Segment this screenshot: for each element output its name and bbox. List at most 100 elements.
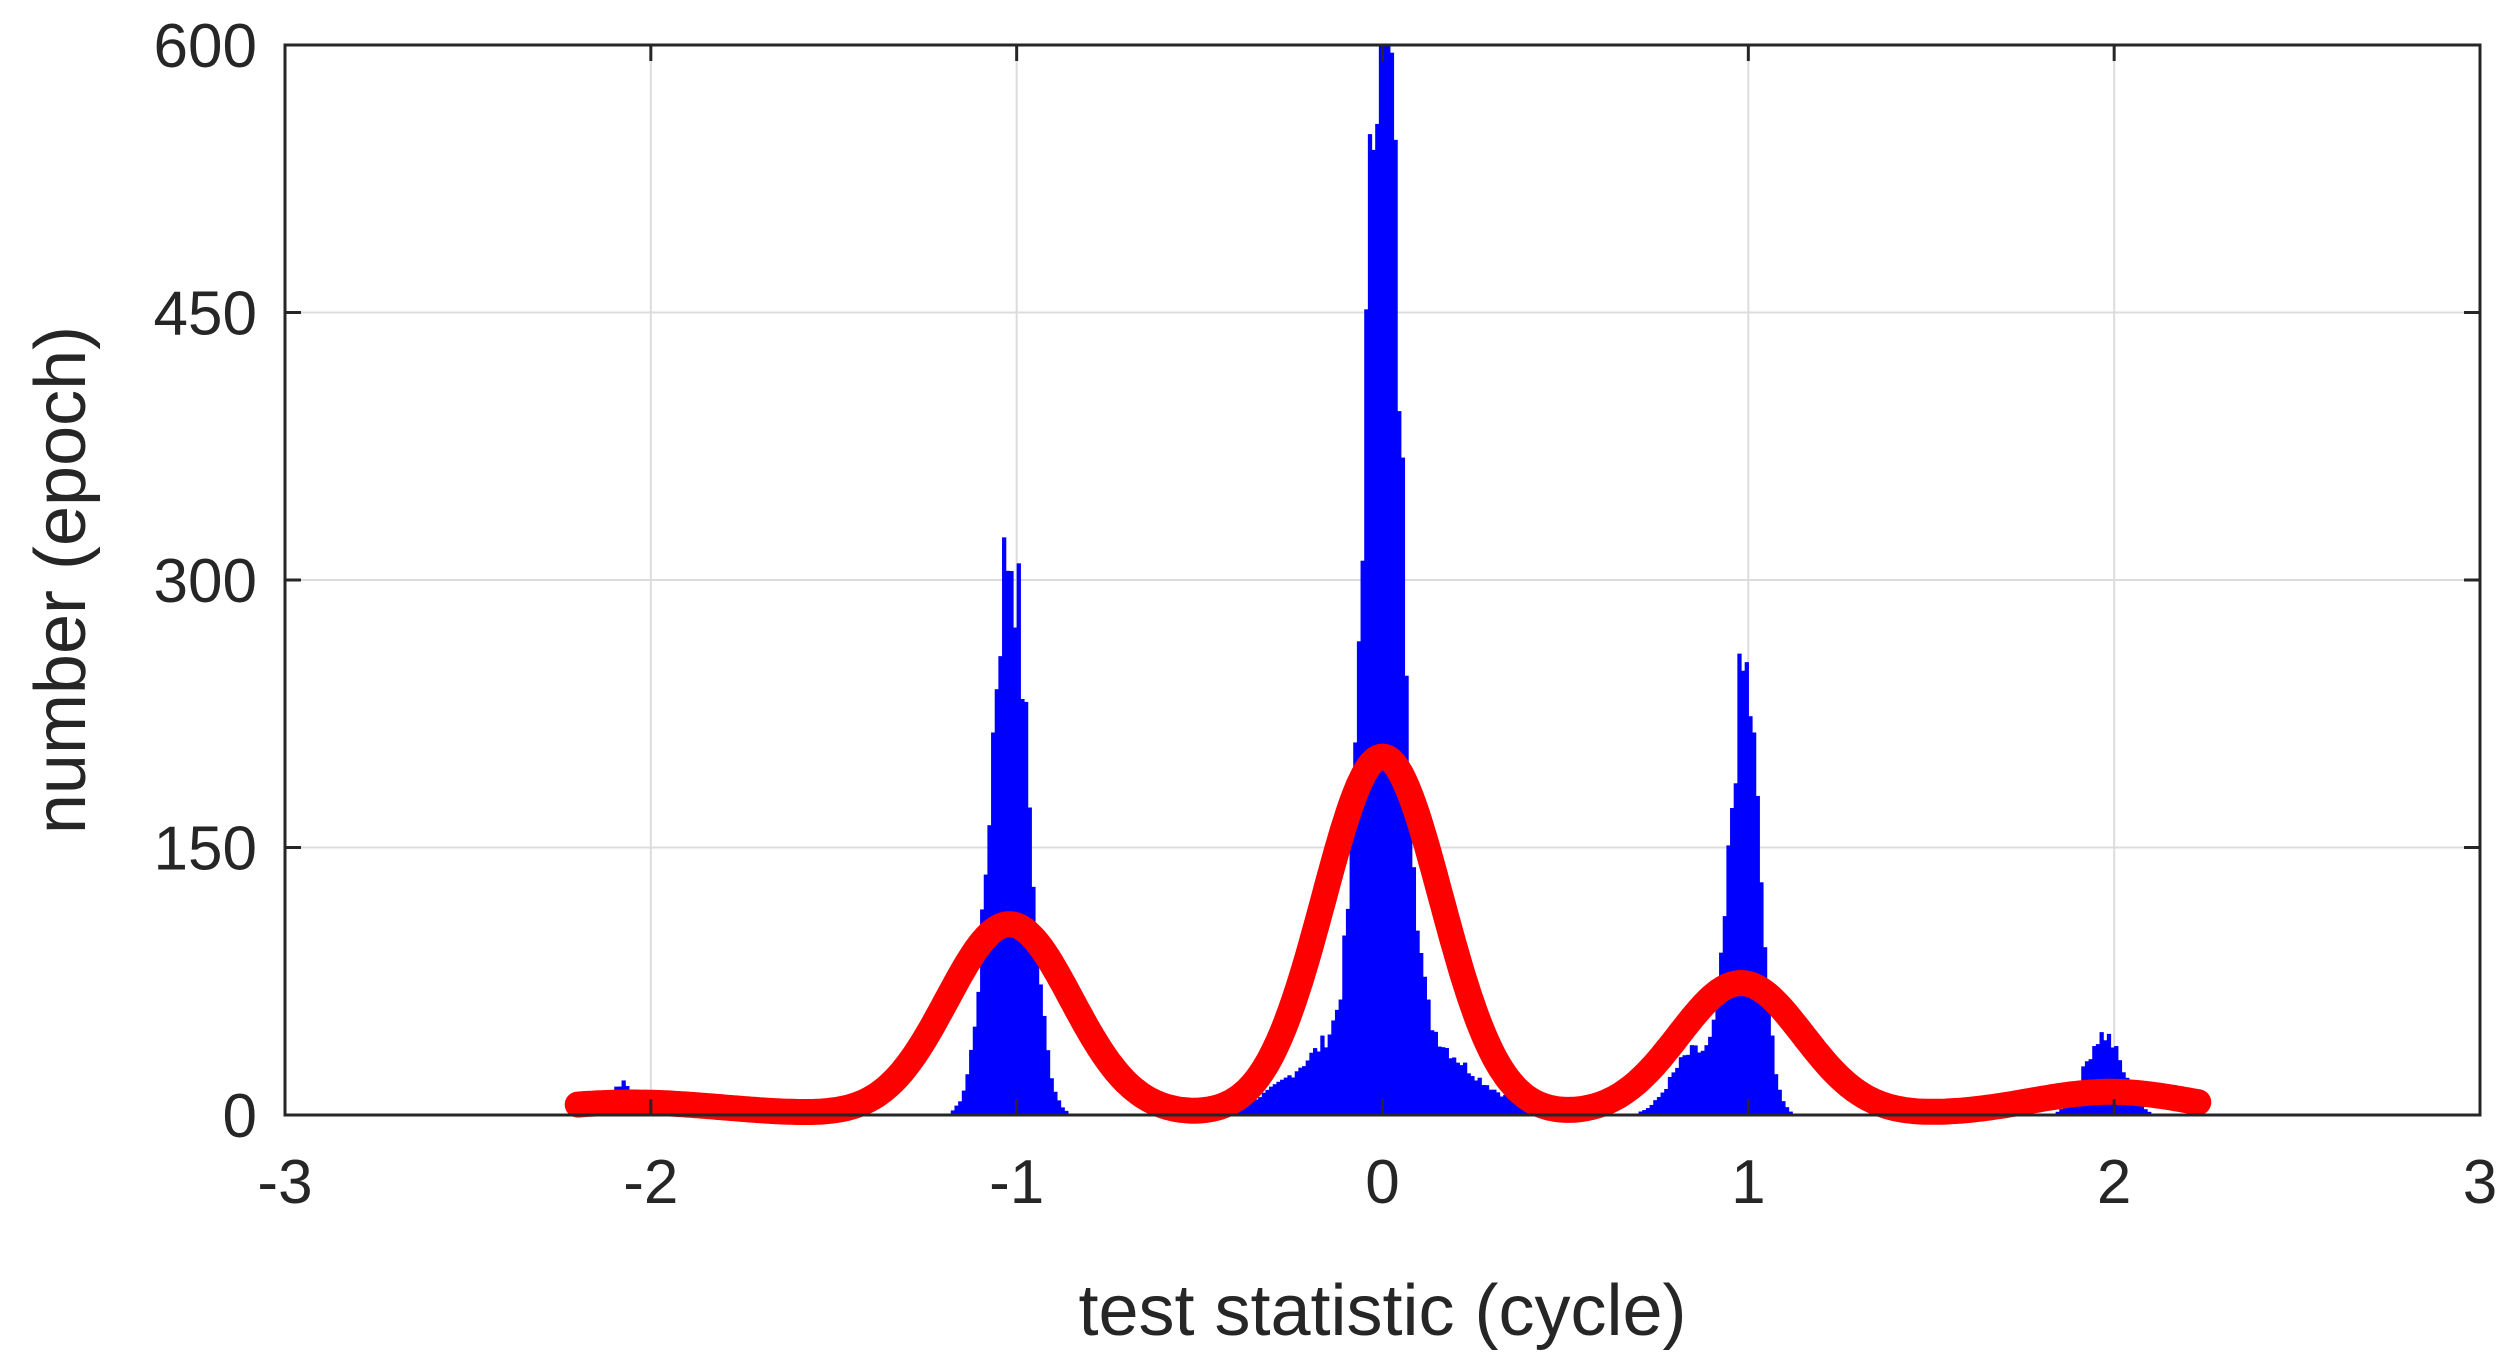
histogram-bar xyxy=(1411,867,1417,1115)
histogram-bar xyxy=(1492,1089,1497,1115)
histogram-bar xyxy=(1334,1009,1340,1115)
histogram-bar xyxy=(1744,662,1749,1115)
histogram-bar xyxy=(1064,1110,1069,1115)
histogram-bar xyxy=(1430,1030,1435,1115)
histogram-bar xyxy=(969,1049,974,1115)
x-tick-label: 1 xyxy=(1731,1148,1765,1217)
histogram-bar xyxy=(2103,1040,2108,1115)
y-tick-label: 150 xyxy=(154,815,257,884)
histogram-bar xyxy=(987,825,992,1115)
histogram-bar xyxy=(1258,1097,1263,1115)
histogram-bar xyxy=(1441,1047,1446,1115)
histogram-bar xyxy=(2055,1111,2060,1115)
histogram-bar xyxy=(961,1090,967,1115)
histogram-bar xyxy=(1408,790,1413,1115)
histogram-bar xyxy=(1477,1077,1482,1115)
histogram-bar xyxy=(1499,1096,1504,1115)
histogram-bar xyxy=(998,656,1003,1115)
histogram-bar xyxy=(1777,1089,1782,1115)
histogram-bar xyxy=(1484,1085,1490,1115)
histogram-bar xyxy=(1291,1077,1296,1115)
histogram-bar xyxy=(1345,908,1351,1115)
histogram-bar xyxy=(1389,52,1395,1116)
histogram-bar xyxy=(1309,1052,1314,1115)
histogram-bar xyxy=(1462,1062,1468,1115)
histogram-bar xyxy=(1002,537,1007,1115)
histogram-bar xyxy=(2066,1102,2071,1115)
histogram-bar xyxy=(1642,1110,1647,1115)
histogram-bar xyxy=(1272,1084,1278,1115)
histogram-bar xyxy=(1686,1054,1691,1115)
histogram-bar xyxy=(1371,149,1376,1115)
histogram-bar xyxy=(1305,1060,1310,1115)
histogram-bar xyxy=(1023,701,1029,1115)
histogram-bar xyxy=(1766,987,1771,1115)
x-axis-title: test statistic (cycle) xyxy=(1078,1271,1686,1351)
histogram-bar xyxy=(1459,1065,1464,1115)
histogram-bar xyxy=(1042,1015,1047,1115)
x-tick-label: -2 xyxy=(623,1148,678,1217)
histogram-bar xyxy=(1053,1091,1058,1115)
histogram-bar xyxy=(1741,670,1746,1115)
histogram-bar xyxy=(1514,1101,1519,1115)
histogram-bar xyxy=(1280,1079,1285,1115)
histogram-bar xyxy=(983,874,988,1115)
histogram-bar xyxy=(1788,1111,1793,1115)
histogram-bar xyxy=(1715,1003,1720,1115)
histogram-bar xyxy=(1020,698,1025,1115)
x-tick-label: -1 xyxy=(989,1148,1044,1217)
histogram-bar xyxy=(1444,1047,1449,1115)
histogram-bar xyxy=(1056,1100,1062,1115)
histogram-bar xyxy=(1364,309,1369,1115)
histogram-bar xyxy=(1722,916,1727,1115)
histogram-bar xyxy=(1697,1052,1702,1115)
histogram-bar xyxy=(1027,807,1032,1115)
histogram-bar xyxy=(1243,1103,1248,1115)
histogram-bar xyxy=(2099,1032,2104,1115)
histogram-bar xyxy=(1689,1045,1695,1115)
histogram-bar xyxy=(1678,1057,1684,1115)
histogram-bar xyxy=(1038,984,1043,1115)
histogram-bar xyxy=(1375,123,1380,1116)
x-tick-label: 3 xyxy=(2463,1148,2497,1217)
histogram-bar xyxy=(1755,795,1760,1115)
histogram-bar xyxy=(1338,999,1343,1115)
histogram-bar xyxy=(1704,1045,1709,1115)
histogram-bar xyxy=(1510,1098,1515,1115)
histogram-bar xyxy=(1287,1075,1292,1115)
histogram-bar xyxy=(1719,952,1724,1115)
histogram-bar xyxy=(1770,1035,1775,1115)
fit-curve xyxy=(564,743,2212,1125)
histogram-bar xyxy=(1452,1057,1457,1115)
histogram-bar xyxy=(958,1101,963,1115)
histogram-bar xyxy=(972,1026,978,1115)
y-tick-label: 600 xyxy=(154,12,257,81)
histogram-bar xyxy=(1415,930,1420,1115)
histogram-bar xyxy=(1016,563,1021,1115)
histogram-bar xyxy=(1009,571,1014,1115)
histogram-bar xyxy=(1675,1067,1680,1115)
y-tick-label: 450 xyxy=(154,280,257,349)
histogram-bar xyxy=(1653,1100,1658,1115)
histogram-bar xyxy=(1773,1074,1779,1115)
histogram-bar xyxy=(1360,560,1365,1115)
histogram-bar xyxy=(1393,139,1398,1116)
histogram-bar xyxy=(2139,1105,2145,1115)
histogram-bar xyxy=(1470,1076,1475,1115)
histogram-bar xyxy=(1693,1045,1698,1115)
histogram-bar xyxy=(1437,1046,1442,1115)
histogram-bar xyxy=(1473,1080,1479,1115)
histogram-bar xyxy=(1638,1111,1643,1115)
histogram-bar xyxy=(1419,952,1424,1115)
histogram-bar xyxy=(1656,1097,1662,1115)
histogram-bar xyxy=(1466,1073,1471,1115)
histogram-bar xyxy=(1247,1102,1252,1115)
histogram-bar xyxy=(1269,1086,1274,1115)
histogram-bar xyxy=(1060,1107,1065,1115)
histogram-bar xyxy=(1667,1076,1673,1115)
histogram-bar xyxy=(1342,935,1347,1115)
histogram-bar xyxy=(1426,999,1431,1115)
histogram-bar xyxy=(1298,1067,1303,1115)
